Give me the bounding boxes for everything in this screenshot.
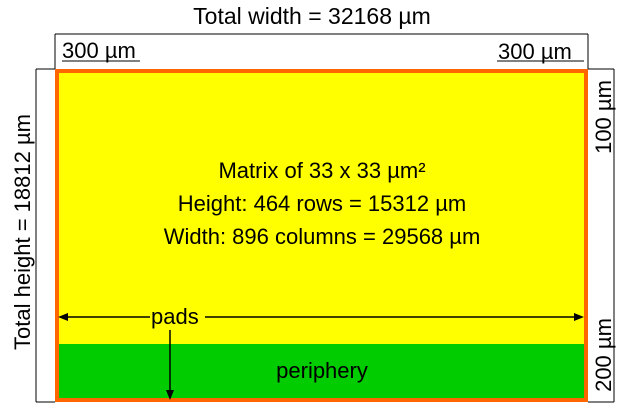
matrix-size-text: Matrix of 33 x 33 µm² <box>218 158 426 183</box>
left-margin-label: 300 µm <box>62 38 136 63</box>
pads-arrows <box>58 313 584 400</box>
total-height-label: Total height = 18812 µm <box>10 114 35 350</box>
dimension-lines <box>35 33 615 403</box>
periphery-label: periphery <box>276 358 368 383</box>
matrix-description: Matrix of 33 x 33 µm² Height: 464 rows =… <box>58 154 586 253</box>
matrix-width-text: Width: 896 columns = 29568 µm <box>163 224 481 249</box>
matrix-height-text: Height: 464 rows = 15312 µm <box>177 191 467 216</box>
pads-arrow-down-head <box>166 390 174 400</box>
right-margin-label: 300 µm <box>498 39 572 64</box>
pads-label: pads <box>150 304 200 330</box>
pads-border <box>55 69 588 402</box>
total-width-label: Total width = 32168 µm <box>193 3 431 29</box>
periphery-area <box>55 344 588 402</box>
bottom-margin-label: 200 µm <box>591 318 616 392</box>
pads-arrow-right-head <box>574 313 584 321</box>
pads-arrow-left-head <box>58 313 68 321</box>
top-margin-label: 100 µm <box>591 80 616 154</box>
pixel-matrix-area <box>55 69 588 344</box>
